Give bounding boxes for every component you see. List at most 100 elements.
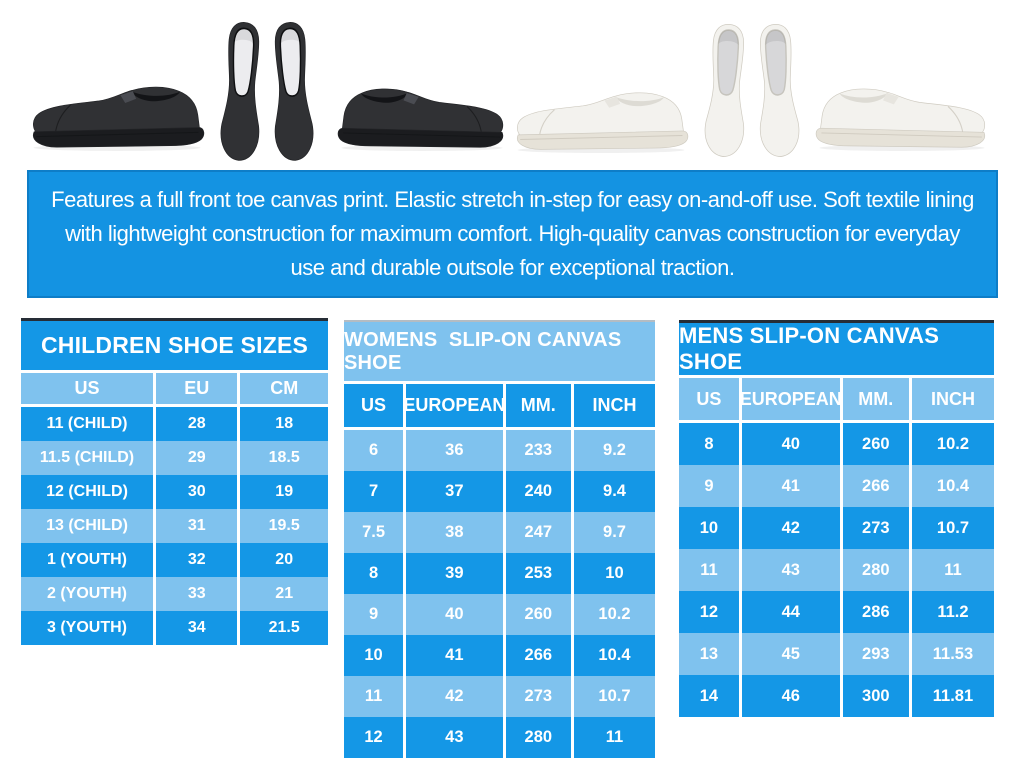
table-row: 12 43 280 11 xyxy=(344,717,655,758)
cell-mm-size: 300 xyxy=(839,675,909,717)
cell-mm-size: 233 xyxy=(502,430,571,471)
cell-us-size: 13 xyxy=(699,644,719,663)
cell-mm-size: 280 xyxy=(839,549,909,591)
white-slip-on-top-view-pair-image xyxy=(703,23,801,158)
cell-us-size: 11 xyxy=(700,560,718,579)
cell-mm-size: 253 xyxy=(502,553,571,594)
cell-european-size: 40 xyxy=(403,594,503,635)
cell-us-size: 11.5 (CHILD) xyxy=(39,449,135,466)
mens-table-title: MENS SLIP-ON CANVAS SHOE xyxy=(679,323,994,378)
cell-inch-size: 10 xyxy=(571,553,655,594)
cell-european-size: 43 xyxy=(738,549,840,591)
children-table-body: 11 (CHILD) 28 18 11.5 (CHILD) 29 18.5 12… xyxy=(21,407,328,645)
cell-eu-size: 29 xyxy=(153,441,237,475)
column-header: MM. xyxy=(502,384,571,427)
cell-european-size: 46 xyxy=(738,675,840,717)
mens-table-body: 8 40 260 10.2 9 41 266 10.4 10 42 273 10… xyxy=(679,423,994,717)
table-row: 10 42 273 10.7 xyxy=(679,507,994,549)
cell-us-size: 12 (CHILD) xyxy=(46,483,128,500)
cell-us-size: 1 (YOUTH) xyxy=(47,551,127,568)
cell-inch-size: 11 xyxy=(908,549,994,591)
black-slip-on-side-left-image xyxy=(33,87,204,151)
table-row: 13 45 293 11.53 xyxy=(679,633,994,675)
womens-table-body: 6 36 233 9.2 7 37 240 9.4 7.5 38 247 9.7… xyxy=(344,430,655,758)
cell-us-size: 12 xyxy=(364,728,383,746)
cell-cm-size: 18.5 xyxy=(237,441,328,475)
table-row: 12 (CHILD) 30 19 xyxy=(21,475,328,509)
cell-european-size: 42 xyxy=(738,507,840,549)
table-row: 1 (YOUTH) 32 20 xyxy=(21,543,328,577)
column-header: US xyxy=(361,395,387,415)
cell-mm-size: 260 xyxy=(502,594,571,635)
cell-mm-size: 260 xyxy=(839,423,909,465)
cell-inch-size: 10.2 xyxy=(908,423,994,465)
cell-mm-size: 293 xyxy=(839,633,909,675)
cell-inch-size: 9.4 xyxy=(571,471,655,512)
cell-us-size: 12 xyxy=(699,602,719,621)
table-row: 11 43 280 11 xyxy=(679,549,994,591)
cell-mm-size: 240 xyxy=(502,471,571,512)
cell-european-size: 40 xyxy=(738,423,840,465)
cell-us-size: 8 xyxy=(704,434,714,453)
cell-us-size: 13 (CHILD) xyxy=(46,517,128,534)
black-slip-on-top-view-pair-image xyxy=(219,21,315,162)
cell-us-size: 2 (YOUTH) xyxy=(47,585,127,602)
table-row: 11 (CHILD) 28 18 xyxy=(21,407,328,441)
table-row: 11 42 273 10.7 xyxy=(344,676,655,717)
table-row: 9 41 266 10.4 xyxy=(679,465,994,507)
column-header: CM xyxy=(237,373,328,404)
cell-mm-size: 266 xyxy=(839,465,909,507)
column-header: INCH xyxy=(908,378,994,420)
cell-inch-size: 10.7 xyxy=(908,507,994,549)
cell-inch-size: 10.4 xyxy=(908,465,994,507)
table-row: 8 40 260 10.2 xyxy=(679,423,994,465)
cell-eu-size: 31 xyxy=(153,509,237,543)
cell-mm-size: 247 xyxy=(502,512,571,553)
table-row: 13 (CHILD) 31 19.5 xyxy=(21,509,328,543)
table-row: 11.5 (CHILD) 29 18.5 xyxy=(21,441,328,475)
column-header: INCH xyxy=(571,384,655,427)
cell-inch-size: 11.2 xyxy=(908,591,994,633)
cell-inch-size: 9.7 xyxy=(571,512,655,553)
children-table-header-row: US EU CM xyxy=(21,373,328,407)
cell-european-size: 37 xyxy=(403,471,503,512)
table-row: 14 46 300 11.81 xyxy=(679,675,994,717)
cell-mm-size: 286 xyxy=(839,591,909,633)
table-row: 12 44 286 11.2 xyxy=(679,591,994,633)
cell-inch-size: 10.2 xyxy=(571,594,655,635)
cell-european-size: 36 xyxy=(403,430,503,471)
cell-mm-size: 273 xyxy=(839,507,909,549)
cell-us-size: 9 xyxy=(368,605,379,623)
cell-european-size: 41 xyxy=(738,465,840,507)
womens-size-table: WOMENS SLIP-ON CANVAS SHOE US EUROPEAN MM.… xyxy=(344,320,655,758)
cell-inch-size: 10.4 xyxy=(571,635,655,676)
table-row: 2 (YOUTH) 33 21 xyxy=(21,577,328,611)
cell-eu-size: 34 xyxy=(153,611,237,645)
column-header: US xyxy=(696,388,722,409)
cell-cm-size: 19 xyxy=(237,475,328,509)
black-slip-on-side-right-image xyxy=(338,88,503,151)
column-header: EU xyxy=(153,373,237,404)
children-table-title: CHILDREN SHOE SIZES xyxy=(21,321,328,373)
cell-inch-size: 10.7 xyxy=(571,676,655,717)
column-header: EUROPEAN xyxy=(403,384,505,427)
cell-us-size: 3 (YOUTH) xyxy=(47,619,127,636)
cell-us-size: 11 xyxy=(364,687,383,705)
mens-table-header-row: US EUROPEAN MM. INCH xyxy=(679,378,994,423)
cell-european-size: 43 xyxy=(403,717,503,758)
cell-european-size: 39 xyxy=(403,553,503,594)
cell-inch-size: 11.53 xyxy=(908,633,994,675)
description-text: Features a full front toe canvas print. … xyxy=(51,187,974,280)
cell-cm-size: 19.5 xyxy=(237,509,328,543)
cell-eu-size: 32 xyxy=(153,543,237,577)
table-row: 6 36 233 9.2 xyxy=(344,430,655,471)
cell-us-size: 10 xyxy=(699,518,719,537)
womens-table-header-row: US EUROPEAN MM. INCH xyxy=(344,384,655,430)
description-banner: Features a full front toe canvas print. … xyxy=(27,170,998,298)
size-charts: CHILDREN SHOE SIZES US EU CM 11 (CHILD) 28… xyxy=(0,318,1024,772)
cell-inch-size: 11.81 xyxy=(908,675,994,717)
cell-cm-size: 18 xyxy=(237,407,328,441)
table-row: 7.5 38 247 9.7 xyxy=(344,512,655,553)
children-size-table: CHILDREN SHOE SIZES US EU CM 11 (CHILD) 28… xyxy=(21,318,328,645)
table-row: 3 (YOUTH) 34 21.5 xyxy=(21,611,328,645)
